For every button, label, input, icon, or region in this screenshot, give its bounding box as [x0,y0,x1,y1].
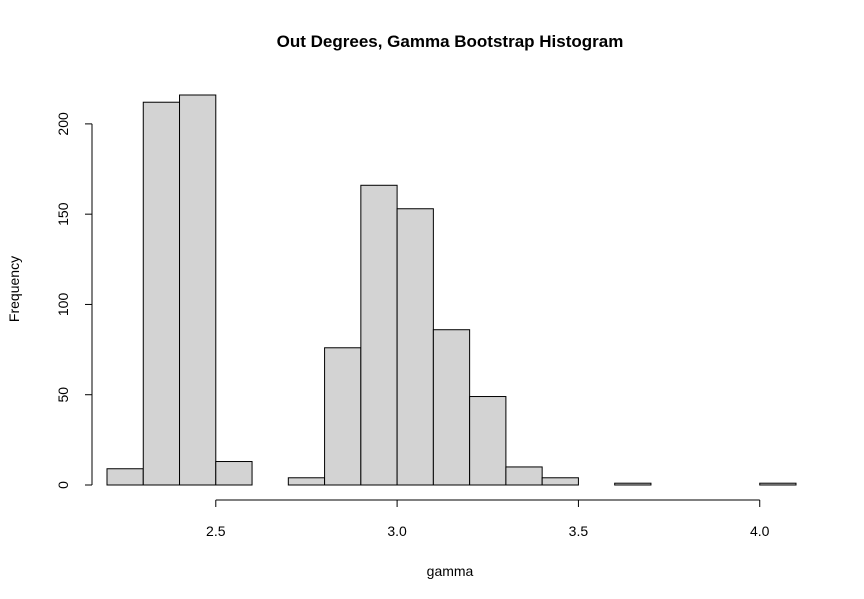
x-tick-label: 3.5 [569,523,589,539]
y-tick-label: 100 [55,293,71,317]
histogram-bar [759,482,797,486]
chart-title: Out Degrees, Gamma Bootstrap Histogram [277,32,624,51]
histogram-bar [287,477,326,486]
y-tick-label: 50 [55,387,71,403]
y-tick-label: 150 [55,202,71,226]
y-tick-label: 200 [55,112,71,136]
histogram-bar [541,477,579,486]
histogram-bar [142,101,181,486]
histogram-bar [360,184,398,486]
y-tick-label: 0 [55,481,71,489]
histogram-bar [215,461,253,486]
x-axis: 2.5 3.0 3.5 4.0 [206,499,770,539]
bars-group [106,94,797,486]
histogram-bar [179,94,217,486]
histogram-bar [614,482,652,486]
histogram-bar [432,329,471,486]
histogram-bar [324,347,362,486]
x-tick-label: 4.0 [750,523,770,539]
histogram-bar [505,466,543,486]
y-axis-label: Frequency [6,256,22,322]
histogram-bar [106,468,144,486]
histogram-bar [396,208,434,486]
y-axis: 0 50 100 150 200 [55,112,93,489]
x-tick-label: 2.5 [206,523,226,539]
x-axis-label: gamma [427,563,474,579]
x-tick-label: 3.0 [387,523,407,539]
histogram-bar [469,396,507,486]
